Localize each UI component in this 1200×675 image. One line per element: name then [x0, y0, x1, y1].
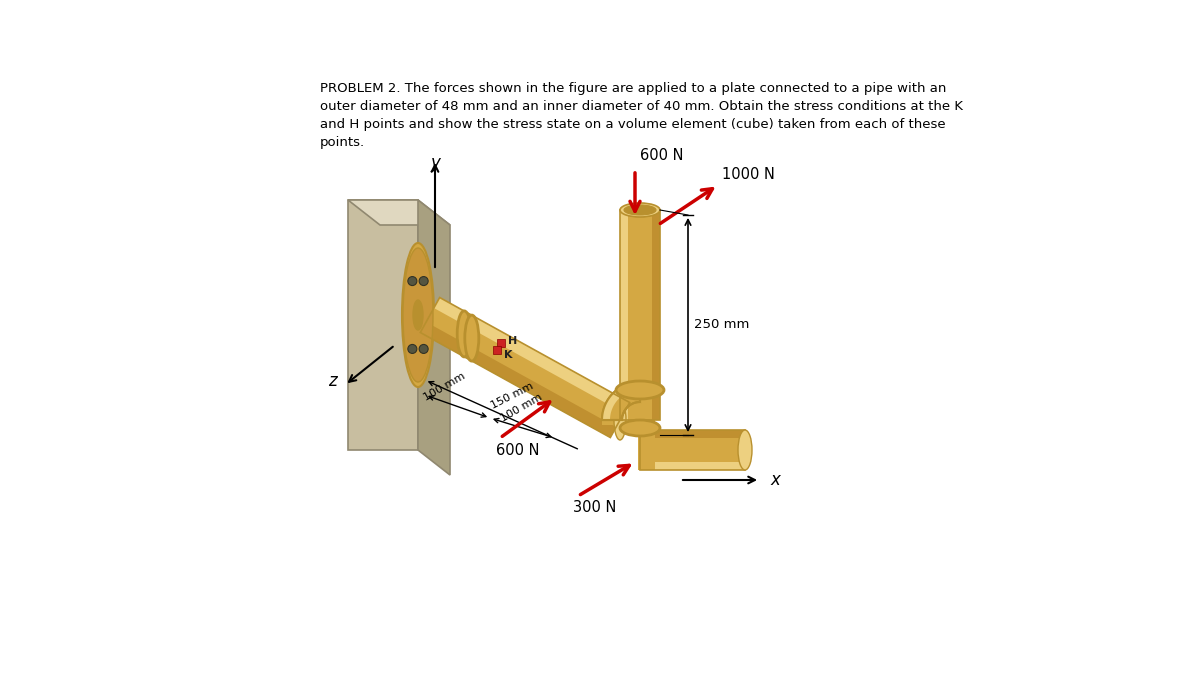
Ellipse shape — [402, 243, 434, 387]
Ellipse shape — [738, 430, 752, 470]
Polygon shape — [620, 210, 628, 420]
Polygon shape — [348, 200, 418, 450]
Polygon shape — [348, 200, 450, 225]
Ellipse shape — [403, 248, 433, 382]
Ellipse shape — [620, 420, 660, 436]
Circle shape — [419, 277, 428, 286]
Text: 150 mm: 150 mm — [490, 381, 535, 411]
Polygon shape — [434, 298, 630, 413]
Polygon shape — [638, 420, 655, 470]
Circle shape — [408, 344, 416, 354]
Circle shape — [408, 277, 416, 286]
Ellipse shape — [616, 381, 664, 399]
Text: x: x — [770, 471, 780, 489]
Polygon shape — [420, 322, 616, 437]
Polygon shape — [602, 382, 640, 420]
Polygon shape — [602, 382, 640, 420]
Polygon shape — [420, 298, 630, 437]
Text: 100 mm: 100 mm — [422, 371, 468, 403]
Polygon shape — [602, 420, 622, 425]
Polygon shape — [640, 430, 745, 438]
Text: 600 N: 600 N — [496, 443, 540, 458]
Polygon shape — [493, 346, 502, 354]
Polygon shape — [418, 200, 450, 475]
Ellipse shape — [457, 311, 472, 357]
Polygon shape — [640, 462, 745, 470]
Ellipse shape — [413, 300, 424, 330]
Text: H: H — [509, 336, 517, 346]
Text: K: K — [504, 350, 512, 360]
Text: points.: points. — [320, 136, 365, 149]
Text: 300 N: 300 N — [574, 500, 617, 515]
Circle shape — [419, 344, 428, 354]
Polygon shape — [497, 339, 505, 347]
Text: 100 mm: 100 mm — [499, 392, 545, 424]
Ellipse shape — [620, 203, 660, 217]
Text: outer diameter of 48 mm and an inner diameter of 40 mm. Obtain the stress condit: outer diameter of 48 mm and an inner dia… — [320, 100, 964, 113]
Text: z: z — [329, 372, 337, 390]
Text: 1000 N: 1000 N — [722, 167, 775, 182]
Text: PROBLEM 2. The forces shown in the figure are applied to a plate connected to a : PROBLEM 2. The forces shown in the figur… — [320, 82, 947, 95]
Polygon shape — [620, 210, 660, 420]
Text: 600 N: 600 N — [640, 148, 684, 163]
Ellipse shape — [614, 400, 626, 440]
Text: and H points and show the stress state on a volume element (cube) taken from eac: and H points and show the stress state o… — [320, 118, 946, 131]
Text: y: y — [430, 154, 440, 172]
Polygon shape — [652, 210, 660, 420]
Polygon shape — [640, 430, 745, 470]
Ellipse shape — [464, 315, 479, 361]
Ellipse shape — [624, 205, 656, 215]
Text: 250 mm: 250 mm — [694, 319, 749, 331]
